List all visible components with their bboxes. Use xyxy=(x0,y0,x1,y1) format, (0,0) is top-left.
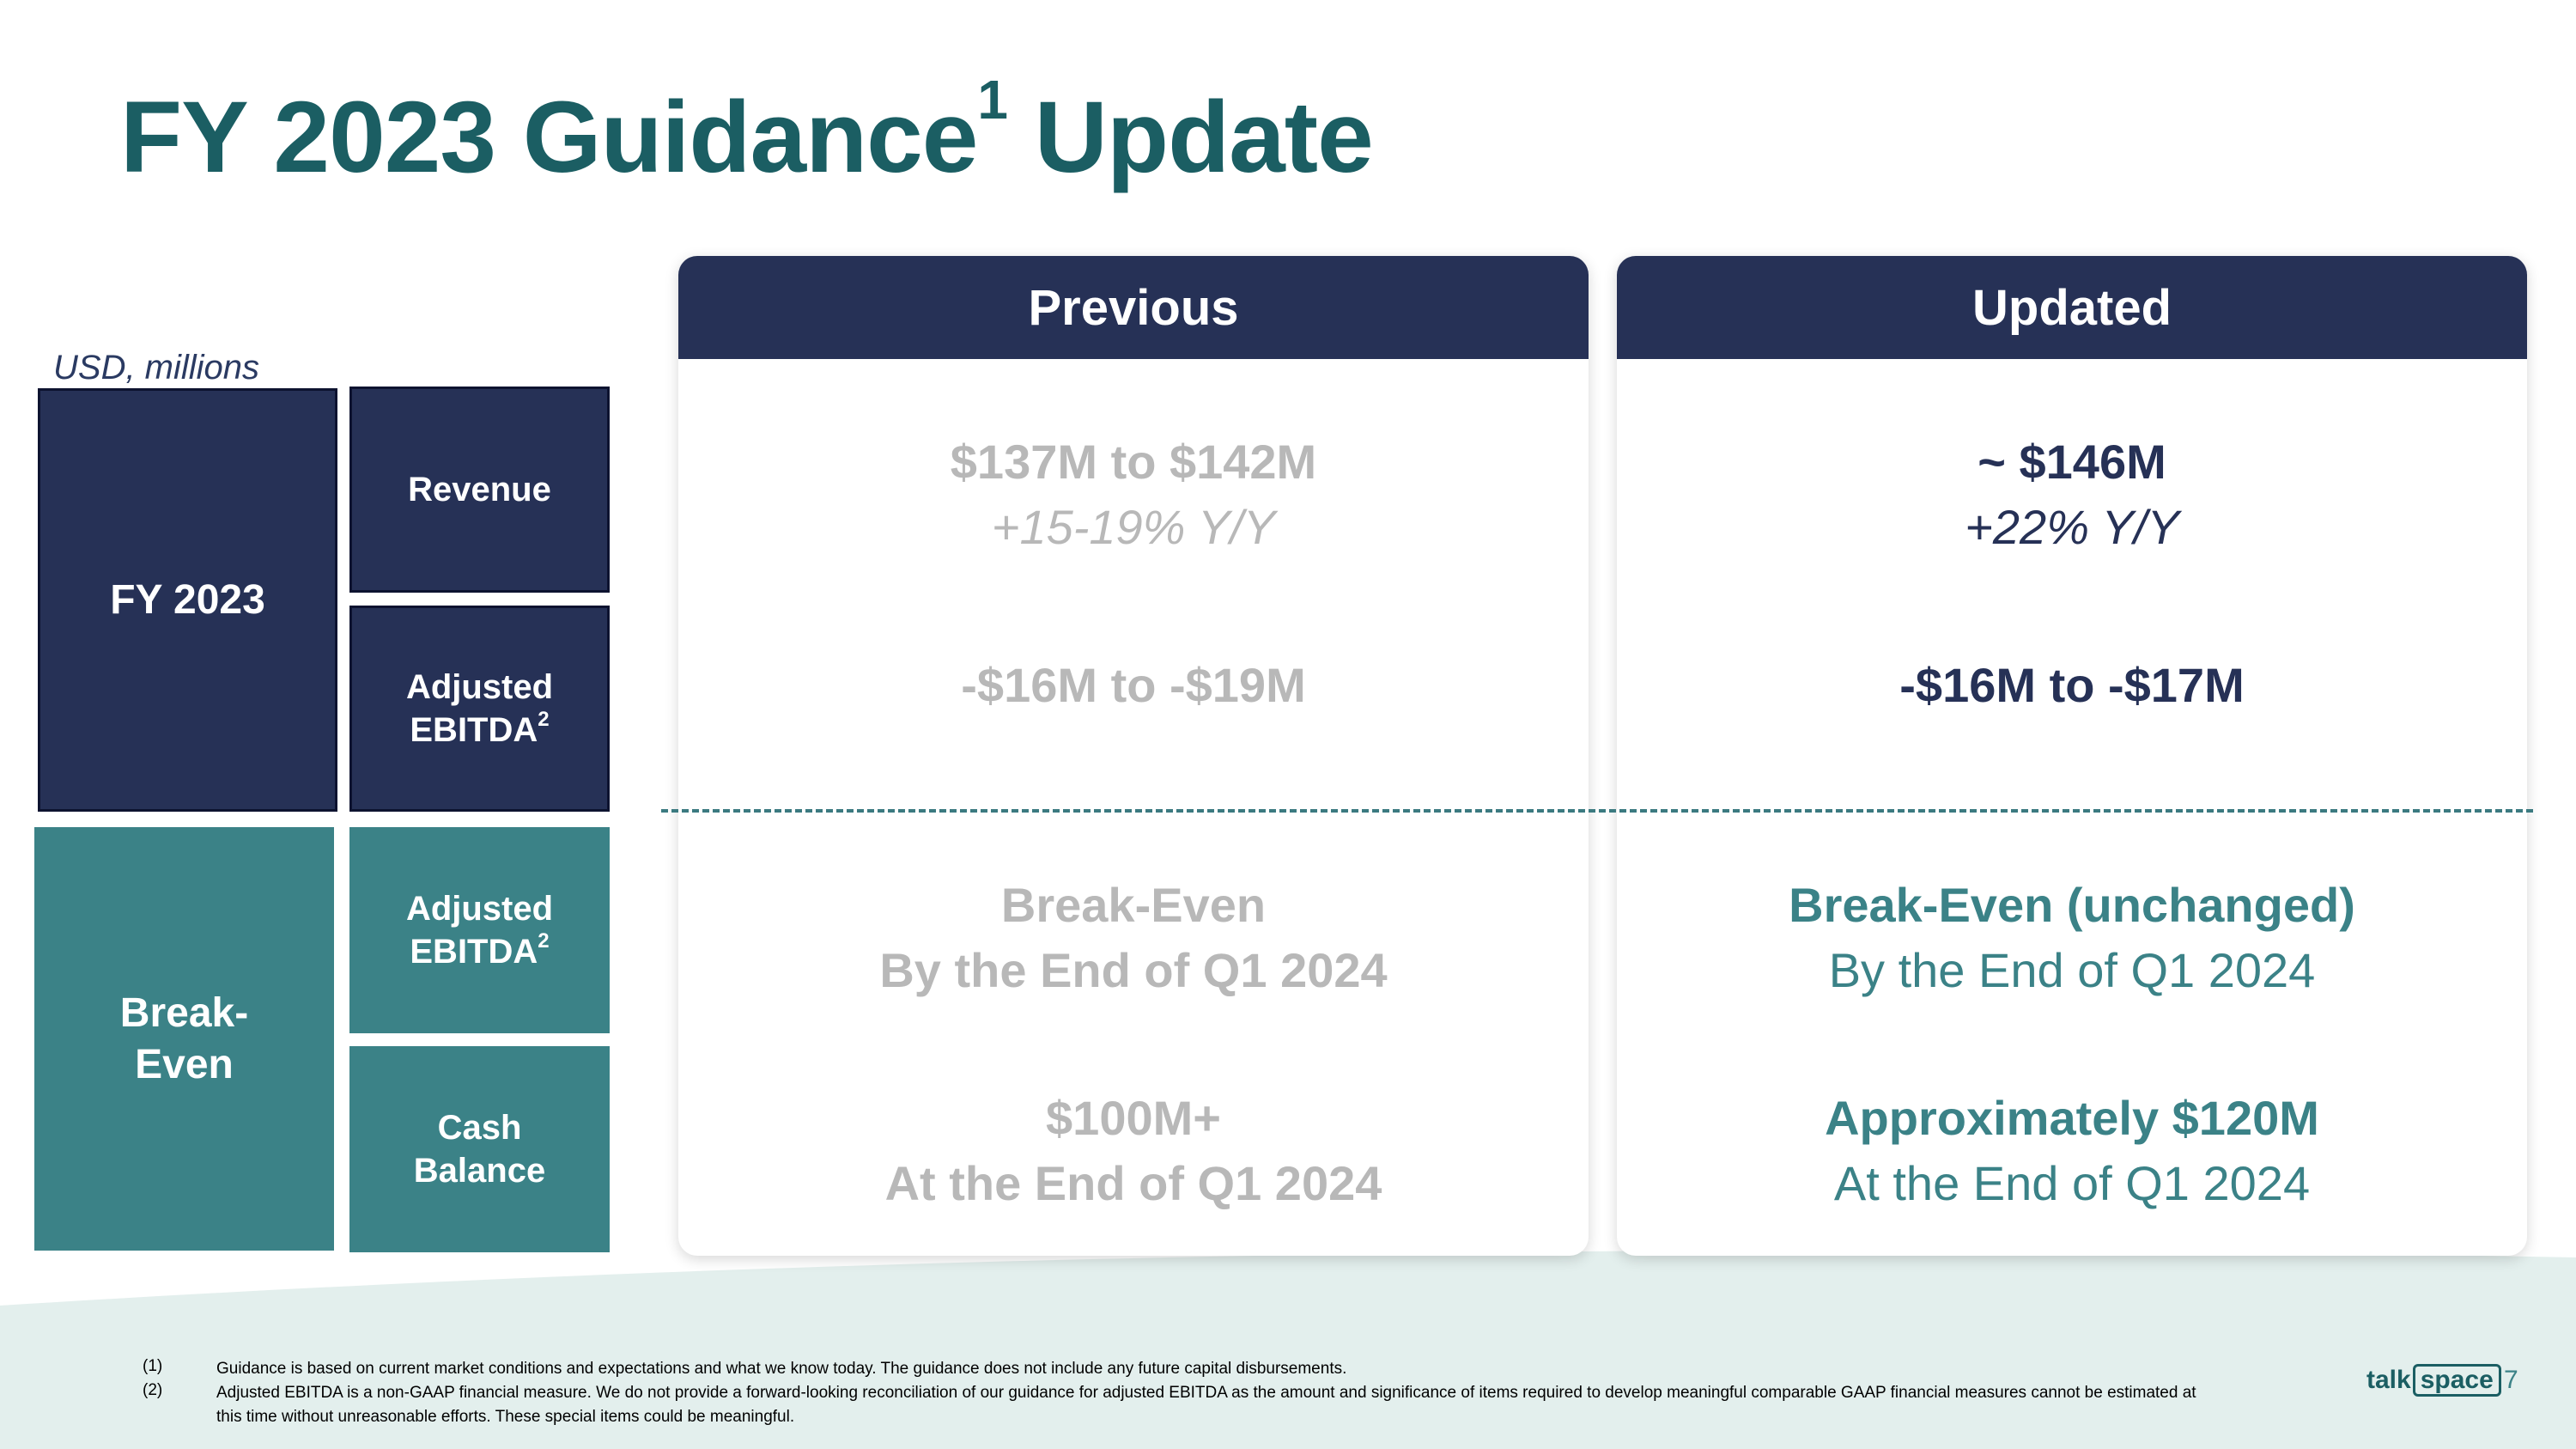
updated-cash-timing: At the End of Q1 2024 xyxy=(1833,1156,2311,1210)
updated-breakeven-timing: By the End of Q1 2024 xyxy=(1828,943,2316,997)
previous-cash-timing: At the End of Q1 2024 xyxy=(884,1156,1382,1210)
break-even-label: Break-Even xyxy=(119,989,249,1087)
revenue-label-box: Revenue xyxy=(349,387,610,593)
footnote-2-number: (2) xyxy=(143,1381,163,1399)
cash-balance-label-box: Cash Balance xyxy=(349,1046,610,1252)
previous-revenue-growth: +15-19% Y/Y xyxy=(991,500,1276,554)
cash-balance-label: Cash Balance xyxy=(413,1109,546,1190)
break-even-label-box: Break-Even xyxy=(34,827,334,1251)
updated-breakeven: Break-Even (unchanged) xyxy=(1789,878,2355,932)
previous-card: Previous $137M to $142M +15-19% Y/Y -$16… xyxy=(678,256,1589,1256)
updated-header: Updated xyxy=(1617,256,2527,359)
adjusted-ebitda-label-box: Adjusted EBITDA2 xyxy=(349,606,610,812)
footnote-2-text: Adjusted EBITDA is a non-GAAP financial … xyxy=(216,1384,2196,1426)
adjusted-ebitda-label: Adjusted EBITDA2 xyxy=(405,668,554,749)
page-number: 7 xyxy=(2504,1366,2518,1394)
section-divider xyxy=(661,809,2533,813)
footnote-1-text: Guidance is based on current market cond… xyxy=(216,1360,1347,1378)
page-title: FY 2023 Guidance1 Update xyxy=(120,69,1374,194)
previous-breakeven-timing: By the End of Q1 2024 xyxy=(879,943,1388,997)
fy2023-label-box: FY 2023 xyxy=(38,388,337,812)
updated-ebitda-range: -$16M to -$17M xyxy=(1899,658,2245,712)
previous-revenue-range: $137M to $142M xyxy=(950,435,1317,489)
footer-wave-background xyxy=(0,1250,2576,1449)
fy2023-label: FY 2023 xyxy=(110,576,265,623)
adjusted-ebitda-breakeven-label: Adjusted EBITDA2 xyxy=(405,890,554,971)
revenue-label: Revenue xyxy=(408,471,551,508)
previous-ebitda-range: -$16M to -$19M xyxy=(961,658,1306,712)
updated-card: Updated ~ $146M +22% Y/Y -$16M to -$17M … xyxy=(1617,256,2527,1256)
previous-header: Previous xyxy=(678,256,1589,359)
footnote-1-number: (1) xyxy=(143,1357,163,1375)
updated-revenue-growth: +22% Y/Y xyxy=(1965,500,2179,554)
previous-cash-balance: $100M+ xyxy=(1046,1091,1221,1145)
talkspace-logo: talk space xyxy=(2366,1364,2501,1397)
updated-cash-balance: Approximately $120M xyxy=(1825,1091,2319,1145)
previous-breakeven: Break-Even xyxy=(1000,878,1267,932)
adjusted-ebitda-breakeven-label-box: Adjusted EBITDA2 xyxy=(349,827,610,1033)
unit-label: USD, millions xyxy=(53,349,260,387)
updated-revenue: ~ $146M xyxy=(1978,435,2166,489)
